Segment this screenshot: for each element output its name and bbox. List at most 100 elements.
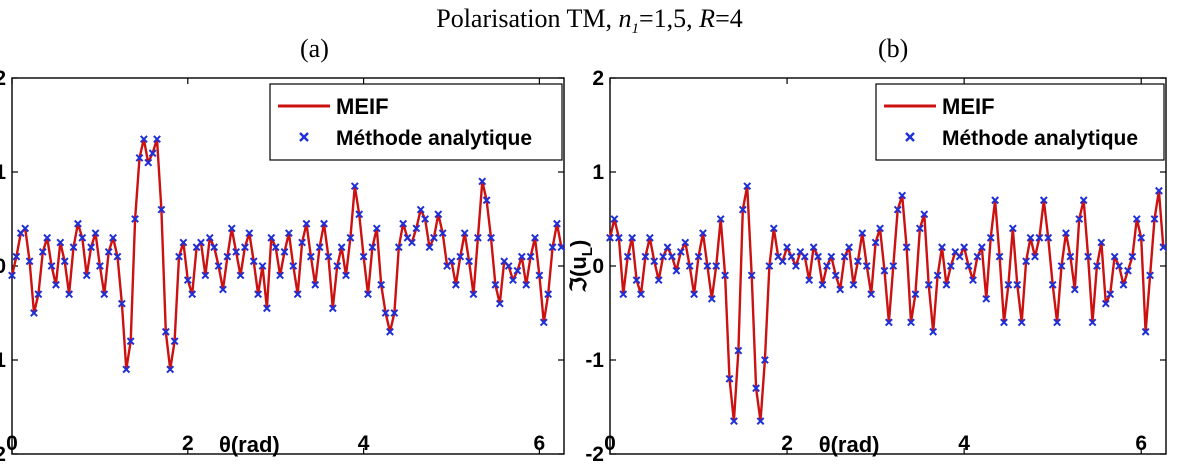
data-point-analytique	[765, 262, 774, 270]
data-point-analytique	[306, 252, 315, 261]
data-point-analytique	[421, 215, 430, 223]
y-tick-label-a: 0	[0, 255, 6, 278]
y-axis-label-b: ℑ(uL)	[566, 240, 596, 294]
panel-label-a: (a)	[300, 34, 329, 63]
data-point-analytique	[82, 271, 91, 280]
data-point-analytique	[703, 262, 712, 270]
legend-label-meif-a: MEIF	[336, 94, 389, 119]
data-point-analytique	[964, 262, 973, 270]
y-tick-label-a: -1	[0, 349, 6, 372]
data-point-analytique	[390, 309, 399, 317]
data-point-analytique	[517, 252, 526, 261]
data-point-analytique	[95, 262, 104, 270]
data-point-analytique	[1150, 215, 1159, 223]
series-meif-line-b	[608, 184, 1165, 423]
data-point-analytique	[849, 280, 858, 289]
data-point-analytique	[298, 238, 306, 247]
data-point-analytique	[126, 337, 135, 346]
figure-title-n: n	[618, 4, 632, 33]
data-point-analytique	[663, 243, 672, 252]
figure-title: Polarisation TM, n1=1,5, R=4	[0, 4, 1179, 38]
data-point-analytique	[438, 229, 447, 238]
y-tick-label-a: 1	[0, 161, 6, 184]
data-point-analytique	[707, 294, 716, 303]
data-point-analytique	[1093, 262, 1101, 270]
data-point-analytique	[460, 229, 469, 238]
data-point-analytique	[734, 346, 743, 355]
data-point-analytique	[907, 318, 915, 327]
data-point-analytique	[942, 280, 951, 289]
data-point-analytique	[333, 262, 342, 270]
data-point-analytique	[1070, 285, 1079, 294]
data-point-analytique	[342, 271, 350, 280]
data-point-analytique	[1075, 215, 1084, 223]
data-point-analytique	[986, 233, 995, 242]
data-point-analytique	[637, 290, 645, 299]
data-point-analytique	[973, 252, 982, 261]
data-point-analytique	[487, 233, 495, 242]
data-point-analytique	[1159, 243, 1168, 252]
data-point-analytique	[430, 233, 438, 242]
data-point-analytique	[346, 233, 355, 242]
data-point-analytique	[289, 262, 298, 270]
data-point-analytique	[1044, 233, 1053, 242]
data-point-analytique	[188, 290, 197, 299]
data-point-analytique	[179, 238, 188, 247]
data-point-analytique	[166, 365, 175, 374]
data-point-analytique	[434, 210, 443, 219]
data-point-analytique	[74, 219, 82, 228]
data-point-analytique	[469, 290, 478, 299]
data-point-analytique	[34, 290, 43, 299]
legend-box-b	[875, 83, 1165, 161]
data-point-analytique	[1026, 233, 1035, 242]
data-point-analytique	[911, 290, 920, 299]
x-axis-label-b: θ(rad)	[819, 432, 880, 457]
data-point-analytique	[867, 290, 876, 299]
x-axis-label-a: θ(rad)	[219, 432, 280, 457]
data-point-analytique	[699, 229, 707, 238]
legend-marker-swatch-a	[299, 132, 309, 142]
data-point-analytique	[30, 309, 38, 317]
data-point-analytique	[1079, 196, 1088, 205]
data-point-analytique	[845, 243, 853, 252]
y-tick-label-a: 2	[0, 67, 6, 90]
data-point-analytique	[756, 417, 765, 426]
y-tick-label-b: 0	[592, 255, 604, 278]
data-point-analytique	[100, 290, 109, 299]
data-point-analytique	[827, 252, 836, 261]
data-point-analytique	[659, 252, 668, 261]
y-tick-label-a: -2	[0, 443, 6, 466]
x-tick-label-a: 0	[6, 432, 18, 455]
data-point-analytique	[1053, 318, 1062, 327]
data-point-analytique	[800, 252, 809, 261]
data-point-analytique	[619, 290, 628, 299]
data-point-analytique	[38, 247, 47, 256]
data-point-analytique	[372, 224, 381, 233]
data-point-analytique	[1057, 262, 1066, 270]
data-point-analytique	[1132, 215, 1141, 223]
data-point-analytique	[69, 243, 78, 252]
data-point-analytique	[91, 229, 100, 238]
data-point-analytique	[271, 243, 280, 252]
data-point-analytique	[451, 280, 460, 289]
data-point-analytique	[381, 309, 390, 317]
data-point-analytique	[60, 257, 69, 266]
data-point-analytique	[350, 182, 359, 191]
data-point-analytique	[262, 304, 271, 313]
data-point-analytique	[681, 238, 690, 247]
data-point-analytique	[201, 271, 210, 280]
data-point-analytique	[223, 252, 232, 261]
data-point-analytique	[482, 196, 491, 205]
data-point-analytique	[1062, 229, 1070, 238]
data-point-analytique	[672, 266, 681, 275]
data-point-analytique	[65, 290, 74, 299]
figure-title-n-sub: 1	[631, 21, 640, 38]
data-point-analytique	[889, 262, 898, 270]
data-point-analytique	[408, 238, 416, 247]
data-point-analytique	[355, 210, 364, 219]
data-point-analytique	[738, 205, 747, 214]
data-point-analytique	[840, 252, 849, 261]
data-point-analytique	[1110, 252, 1119, 261]
data-point-analytique	[12, 252, 21, 261]
data-point-analytique	[337, 243, 346, 252]
